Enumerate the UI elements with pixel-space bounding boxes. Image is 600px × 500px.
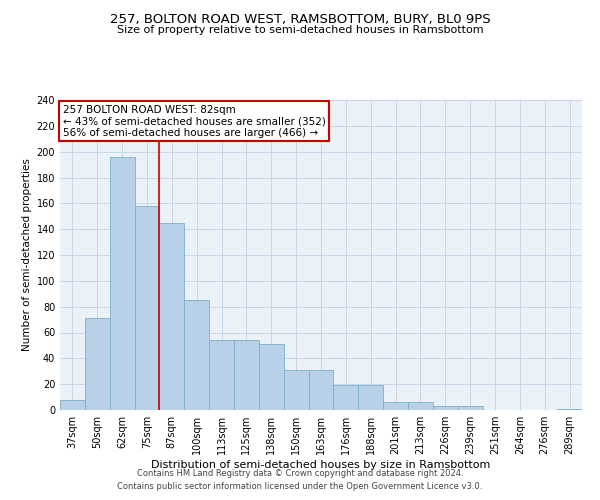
Bar xyxy=(458,406,482,410)
X-axis label: Distribution of semi-detached houses by size in Ramsbottom: Distribution of semi-detached houses by … xyxy=(151,460,491,470)
Bar xyxy=(234,340,259,410)
Bar xyxy=(308,370,334,410)
Bar xyxy=(259,344,284,410)
Bar xyxy=(433,406,458,410)
Bar xyxy=(358,386,383,410)
Y-axis label: Number of semi-detached properties: Number of semi-detached properties xyxy=(22,158,32,352)
Bar xyxy=(284,370,308,410)
Bar xyxy=(557,408,582,410)
Text: Size of property relative to semi-detached houses in Ramsbottom: Size of property relative to semi-detach… xyxy=(116,25,484,35)
Bar xyxy=(184,300,209,410)
Bar xyxy=(334,386,358,410)
Bar xyxy=(160,222,184,410)
Bar xyxy=(60,400,85,410)
Bar xyxy=(408,402,433,410)
Bar xyxy=(209,340,234,410)
Bar xyxy=(85,318,110,410)
Bar xyxy=(110,157,134,410)
Bar xyxy=(134,206,160,410)
Text: 257, BOLTON ROAD WEST, RAMSBOTTOM, BURY, BL0 9PS: 257, BOLTON ROAD WEST, RAMSBOTTOM, BURY,… xyxy=(110,12,490,26)
Text: 257 BOLTON ROAD WEST: 82sqm
← 43% of semi-detached houses are smaller (352)
56% : 257 BOLTON ROAD WEST: 82sqm ← 43% of sem… xyxy=(62,104,325,138)
Bar xyxy=(383,402,408,410)
Text: Contains public sector information licensed under the Open Government Licence v3: Contains public sector information licen… xyxy=(118,482,482,491)
Text: Contains HM Land Registry data © Crown copyright and database right 2024.: Contains HM Land Registry data © Crown c… xyxy=(137,468,463,477)
